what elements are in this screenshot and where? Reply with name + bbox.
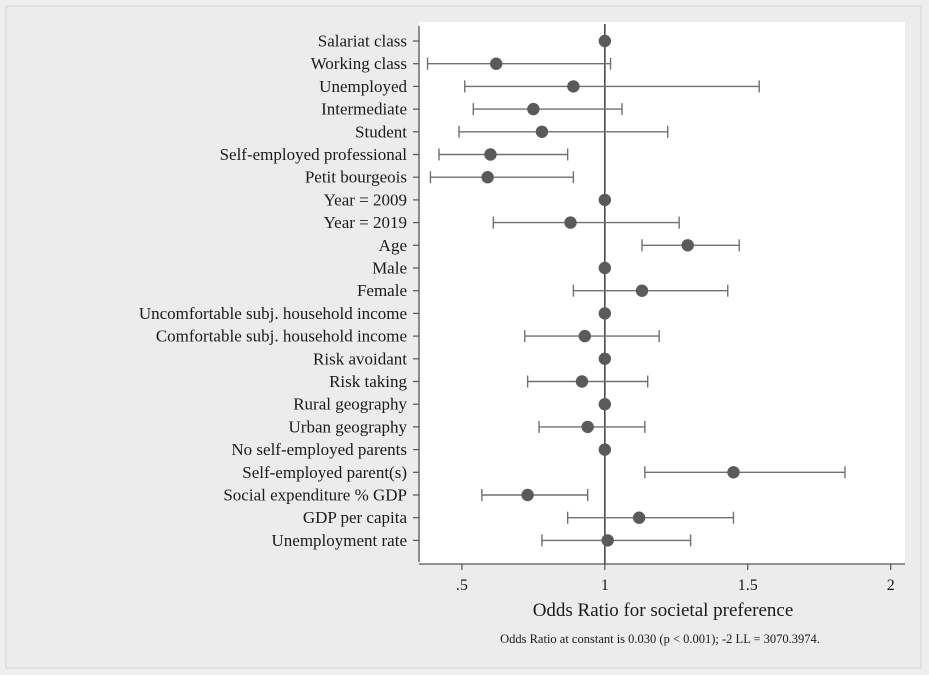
row-label: Risk avoidant (313, 349, 407, 368)
odds-ratio-marker (535, 125, 549, 138)
x-tick-layer: .5 1 1.5 2 (456, 564, 895, 594)
row-label: Year = 2009 (324, 190, 407, 209)
row-label: Self-employed parent(s) (242, 463, 407, 482)
odds-ratio-marker (484, 148, 497, 161)
row-label: Rural geography (293, 395, 407, 414)
odds-ratio-marker (481, 171, 494, 184)
row-label: Urban geography (289, 417, 408, 436)
odds-ratio-marker (632, 511, 646, 524)
odds-ratio-marker (598, 443, 612, 456)
odds-ratio-marker (578, 329, 592, 343)
odds-ratio-marker (598, 261, 612, 275)
x-tick-label: .5 (456, 577, 468, 594)
odds-ratio-marker (521, 488, 534, 502)
row-label: Petit bourgeois (305, 168, 407, 187)
x-tick-label: 2 (887, 577, 895, 594)
odds-ratio-marker (564, 216, 577, 229)
odds-ratio-marker (601, 534, 614, 547)
point-estimate-layer (481, 34, 740, 547)
odds-ratio-marker (489, 57, 503, 70)
odds-ratio-marker (598, 34, 612, 48)
odds-ratio-marker (575, 375, 589, 388)
row-label: Comfortable subj. household income (156, 327, 407, 346)
odds-ratio-marker (681, 239, 694, 252)
row-label: Year = 2019 (324, 213, 407, 232)
x-axis-title: Odds Ratio for societal preference (533, 600, 794, 621)
odds-ratio-marker (727, 466, 740, 479)
odds-ratio-marker (635, 284, 649, 297)
row-label: Working class (311, 54, 407, 73)
odds-ratio-marker (598, 307, 612, 320)
row-label: Salariat class (318, 32, 407, 51)
odds-ratio-marker (581, 420, 594, 434)
plot-area (419, 22, 905, 564)
odds-ratio-marker (598, 398, 612, 411)
row-label: No self-employed parents (231, 440, 407, 459)
row-label: Unemployment rate (272, 531, 408, 550)
row-label: Male (372, 259, 407, 278)
row-label: Social expenditure % GDP (223, 486, 407, 505)
row-label: Student (355, 122, 407, 141)
row-label: Age (379, 236, 407, 255)
odds-ratio-marker (527, 102, 540, 116)
row-label: Uncomfortable subj. household income (139, 304, 407, 323)
model-fit-note: Odds Ratio at constant is 0.030 (p < 0.0… (500, 632, 820, 646)
row-label: Female (357, 281, 407, 300)
row-label: Risk taking (329, 372, 407, 391)
x-tick-label: 1 (601, 577, 609, 594)
row-label-layer: Salariat class Working class Unemployed Int… (139, 32, 419, 550)
odds-ratio-marker (598, 193, 612, 207)
odds-ratio-marker (567, 80, 580, 93)
odds-ratio-marker (598, 352, 612, 365)
row-label: GDP per capita (303, 508, 408, 527)
row-label: Unemployed (319, 77, 407, 96)
x-tick-label: 1.5 (738, 577, 758, 594)
row-label: Intermediate (321, 100, 407, 119)
row-label: Self-employed professional (220, 145, 408, 164)
